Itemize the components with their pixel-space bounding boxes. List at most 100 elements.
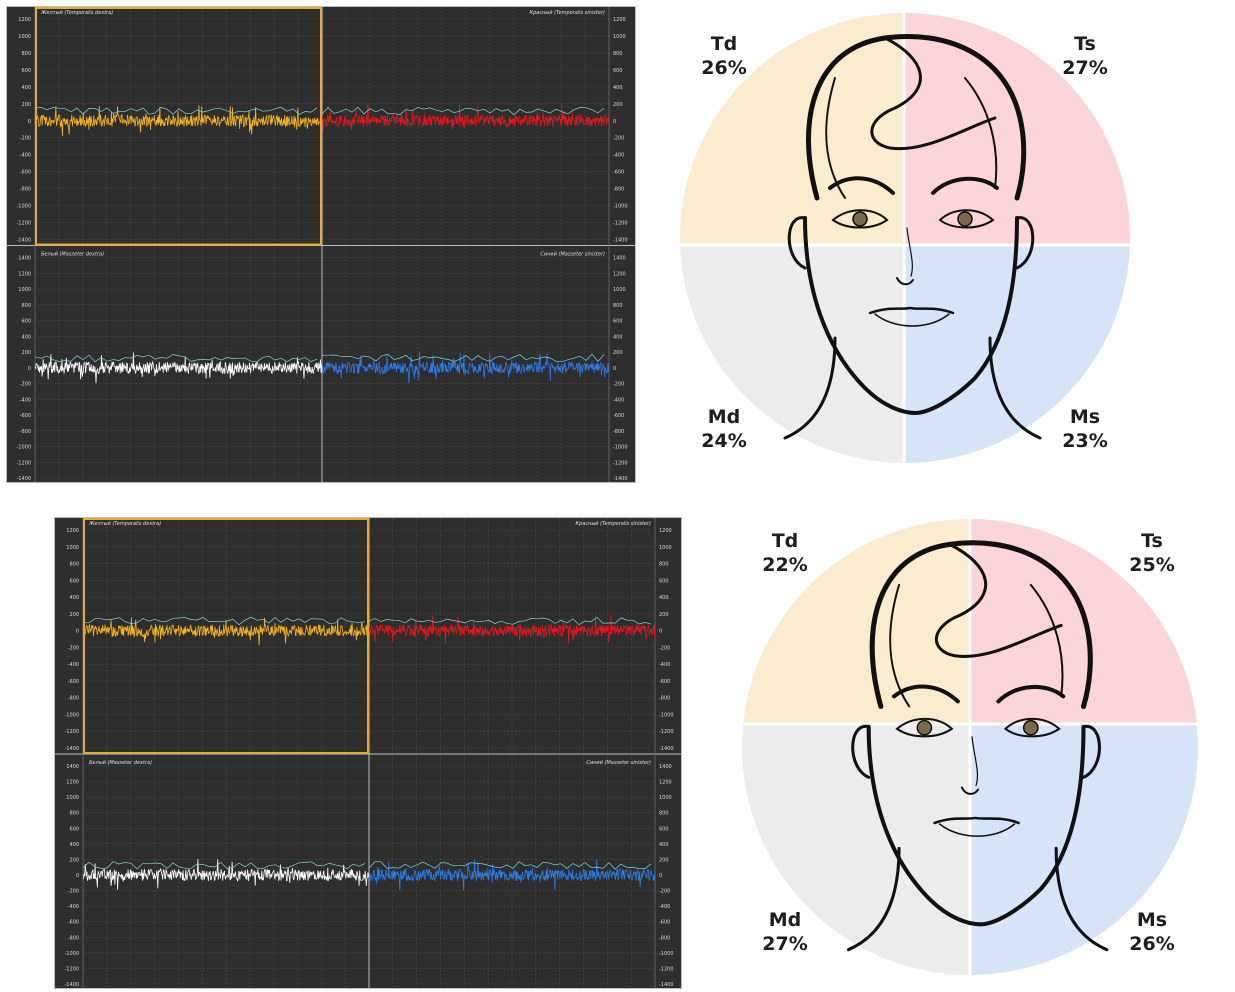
y-tick-label: -1400 — [64, 982, 79, 988]
face-quadrant-chart-1 — [680, 13, 1130, 463]
y-tick-label: -600 — [68, 679, 79, 685]
y-tick-label: -400 — [613, 153, 624, 159]
channel-title-top-left: Желтый (Temporalis dextra) — [40, 10, 113, 16]
y-tick-label: -600 — [68, 920, 79, 926]
y-tick-label: 1200 — [659, 780, 672, 786]
y-tick-label: 1200 — [18, 17, 31, 23]
y-tick-label: -1200 — [659, 966, 674, 972]
emg-trace-bottom-left — [34, 352, 322, 384]
y-tick-label: 800 — [613, 51, 623, 57]
y-tick-label: 1200 — [66, 528, 79, 534]
y-tick-label: -1400 — [613, 238, 628, 244]
td-label: Td — [710, 33, 738, 55]
y-tick-label: -800 — [613, 187, 624, 193]
y-tick-label: 1200 — [613, 17, 626, 23]
y-tick-label: 400 — [21, 85, 31, 91]
md-label: Md — [707, 406, 741, 428]
y-tick-label: 400 — [613, 334, 623, 340]
y-tick-label: 400 — [21, 334, 31, 340]
td-percent: 22% — [762, 554, 808, 576]
ts-percent: 27% — [1062, 57, 1108, 79]
emg-chart-2: 1200 1200 1000 1000 800 800 600 600 400 400 200 200… — [55, 518, 681, 988]
y-tick-label: 1400 — [659, 764, 672, 770]
channel-title-bottom-right: Синий (Masseter sinister) — [586, 760, 651, 766]
y-tick-label: -400 — [20, 153, 31, 159]
y-tick-label: 800 — [613, 303, 623, 309]
y-tick-label: -1000 — [659, 712, 674, 718]
ts-percent: 25% — [1129, 554, 1175, 576]
channel-title-bottom-right: Синий (Masseter sinister) — [540, 252, 605, 258]
y-tick-label: 600 — [21, 68, 31, 74]
y-tick-label: -1200 — [659, 729, 674, 735]
y-tick-label: -800 — [20, 187, 31, 193]
ts-quadrant-label: Ts 25% — [1117, 529, 1187, 577]
td-quadrant-label: Td 26% — [689, 32, 759, 80]
y-tick-label: -1000 — [64, 712, 79, 718]
y-tick-label: 1000 — [66, 545, 79, 551]
y-tick-label: -1200 — [613, 460, 628, 466]
y-tick-label: 1000 — [18, 34, 31, 40]
y-tick-label: 200 — [69, 612, 79, 618]
selected-channel-highlight — [35, 7, 322, 246]
y-tick-label: 800 — [69, 562, 79, 568]
y-tick-label: -800 — [68, 935, 79, 941]
y-tick-label: -1200 — [64, 729, 79, 735]
emg-trace-top-left — [82, 617, 369, 646]
md-quadrant-label: Md 24% — [689, 405, 759, 453]
y-tick-label: -600 — [613, 413, 624, 419]
y-tick-label: -400 — [68, 904, 79, 910]
y-tick-label: 800 — [659, 811, 669, 817]
face-outline-illustration — [846, 540, 1109, 952]
md-quadrant-label: Md 27% — [750, 908, 820, 956]
y-tick-label: 200 — [69, 857, 79, 863]
y-tick-label: 600 — [69, 826, 79, 832]
y-tick-label: 1400 — [18, 256, 31, 262]
y-tick-label: 0 — [659, 873, 662, 879]
ts-label: Ts — [1074, 33, 1096, 55]
emg-trace-bottom-right — [321, 351, 609, 384]
y-tick-label: -200 — [613, 136, 624, 142]
y-tick-label: -400 — [68, 662, 79, 668]
y-tick-label: 0 — [613, 119, 616, 125]
y-tick-label: 0 — [76, 873, 79, 879]
y-tick-label: -200 — [659, 889, 670, 895]
y-tick-label: 1000 — [18, 287, 31, 293]
y-tick-label: 400 — [69, 842, 79, 848]
ms-label: Ms — [1069, 406, 1101, 428]
y-tick-label: -1200 — [64, 966, 79, 972]
y-tick-label: -200 — [68, 889, 79, 895]
y-tick-label: -600 — [20, 170, 31, 176]
emg-envelope-top-left — [34, 106, 318, 115]
y-tick-label: 1000 — [613, 287, 626, 293]
emg-trace-top-right — [368, 614, 656, 645]
y-tick-label: 200 — [659, 612, 669, 618]
y-tick-label: 1200 — [66, 780, 79, 786]
y-tick-label: 800 — [21, 51, 31, 57]
y-tick-label: 600 — [613, 319, 623, 325]
y-tick-label: -1000 — [613, 204, 628, 210]
y-tick-label: -400 — [659, 904, 670, 910]
y-tick-label: 800 — [21, 303, 31, 309]
emg-signal-panel-1: 1200 1200 1000 1000 800 800 600 600 400 400 200 200… — [6, 6, 636, 483]
y-tick-label: 600 — [69, 578, 79, 584]
y-tick-label: -400 — [20, 397, 31, 403]
y-tick-label: 1000 — [659, 795, 672, 801]
y-tick-label: 400 — [659, 595, 669, 601]
emg-envelope-bottom-left — [34, 354, 318, 363]
ms-label: Ms — [1136, 909, 1168, 931]
emg-trace-top-right — [321, 104, 609, 133]
muscle-balance-face-diagram-1: Td 26% Ts 27% Md 24% Ms 23% — [680, 0, 1130, 470]
emg-envelope-top-right — [321, 106, 605, 116]
y-tick-label: 0 — [76, 629, 79, 635]
y-tick-label: -1200 — [613, 221, 628, 227]
selected-channel-highlight — [83, 518, 369, 754]
y-tick-label: 1400 — [66, 764, 79, 770]
y-tick-label: 200 — [659, 857, 669, 863]
td-quadrant-label: Td 22% — [750, 529, 820, 577]
channel-title-top-left: Желтый (Temporalis dextra) — [88, 521, 161, 527]
y-tick-label: -600 — [659, 920, 670, 926]
ts-quadrant-label: Ts 27% — [1050, 32, 1120, 80]
y-tick-label: 200 — [21, 102, 31, 108]
y-tick-label: -400 — [659, 662, 670, 668]
y-tick-label: 800 — [659, 562, 669, 568]
